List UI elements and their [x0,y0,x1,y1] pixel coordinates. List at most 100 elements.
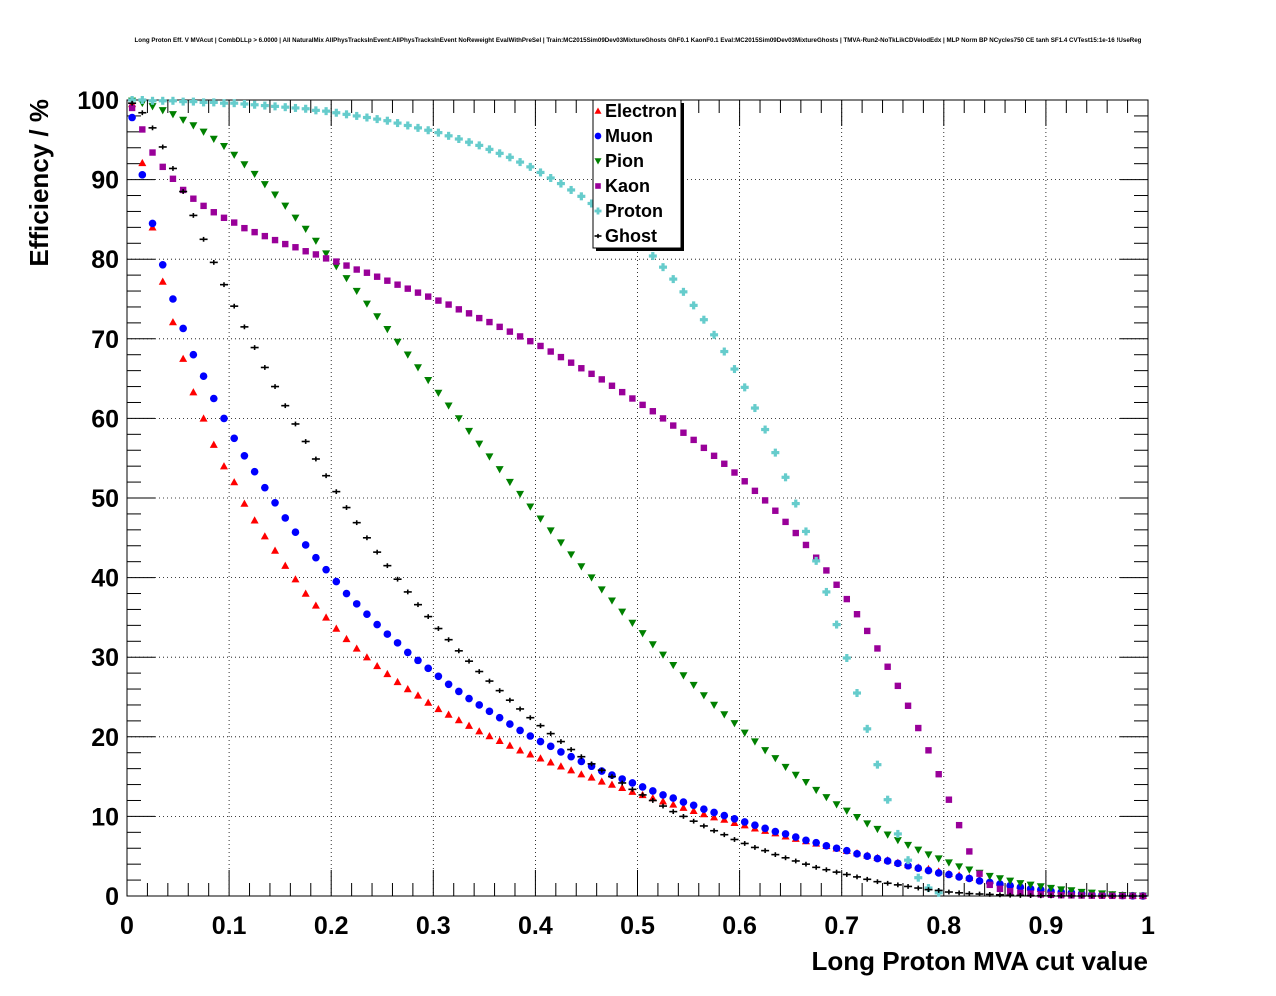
muon-point [363,610,371,619]
kaon-point [394,281,401,288]
marker-shape [209,394,218,403]
marker-shape [250,467,259,476]
marker-shape [556,539,565,547]
electron-point [556,762,565,770]
muon-point [342,589,351,598]
pion-point [240,161,249,169]
proton-point [832,620,841,629]
marker-shape [342,275,351,283]
pion-point [1057,886,1066,894]
kaon-point [639,401,646,409]
electron-point [648,794,657,802]
marker-shape [916,873,920,882]
marker-shape [219,142,228,151]
marker-shape [546,758,555,766]
marker-shape [924,866,933,875]
ghost-point [955,890,964,896]
ghost-point [761,848,770,854]
marker-shape [169,295,177,303]
marker-shape [383,669,392,678]
marker-shape [271,546,280,554]
marker-shape [413,364,422,372]
marker-shape [669,794,678,802]
proton-point [904,856,913,865]
kaon-point [588,370,595,378]
legend-label-kaon: Kaon [605,176,650,196]
ghost-point [1057,893,1066,899]
legend-marker-kaon [595,183,601,189]
marker-shape [352,644,361,652]
pion-point [924,851,933,859]
marker-shape [712,330,716,339]
marker-shape [710,701,719,709]
pion-point [801,778,810,787]
ghost-point [281,403,290,409]
marker-shape [594,158,602,165]
kaon-point [231,219,238,226]
marker-shape [332,263,341,271]
marker-shape [199,414,208,422]
marker-shape [159,163,166,171]
kaon-point [190,195,197,202]
proton-point [567,185,576,194]
marker-shape [679,803,688,811]
marker-shape [934,855,943,863]
x-tick-label: 1 [1141,912,1155,940]
pion-point [556,539,565,547]
electron-point [597,777,606,785]
kaon-point [966,848,973,855]
kaon-point [282,240,289,248]
marker-shape [209,440,218,448]
proton-point [352,111,361,120]
muon-point [250,467,259,476]
kaon-point [476,314,483,322]
kaon-point [578,365,585,372]
marker-shape [924,851,933,859]
pion-point [669,661,678,670]
muon-point [536,737,545,746]
marker-shape [1067,887,1076,895]
pion-point [638,630,647,638]
electron-point [352,644,361,652]
pion-point [168,111,177,119]
pion-point [883,831,892,839]
ghost-point [199,236,208,242]
pion-point [148,103,157,111]
marker-shape [934,869,943,877]
marker-shape [230,434,239,443]
proton-point [332,108,341,117]
marker-shape [353,266,360,273]
ghost-point [689,818,698,824]
marker-shape [240,161,249,169]
electron-point [250,516,259,524]
marker-shape [465,694,473,703]
legend-label-pion: Pion [605,151,644,171]
marker-shape [689,801,698,810]
y-tick-labels: 0 10 20 30 40 50 60 70 80 90 100 [77,87,119,911]
kaon-point [955,821,963,829]
pion-point [1036,883,1045,891]
electron-point [413,691,422,699]
proton-point [465,138,474,147]
pion-point [250,170,259,179]
electron-point [659,797,668,805]
kaon-point [424,293,432,300]
marker-shape [589,199,594,208]
electron-point [495,736,504,744]
electron-point [577,770,586,778]
marker-shape [833,581,840,588]
marker-shape [190,195,197,202]
marker-shape [638,783,647,791]
kaon-point [322,255,330,262]
ghost-point [383,563,392,569]
pion-point [781,763,790,772]
marker-shape [220,214,228,222]
electron-point [679,803,688,811]
pion-point [505,478,514,487]
ghost-point [567,747,576,752]
ghost-point [791,858,800,864]
marker-shape [149,149,156,156]
electron-point [699,810,708,818]
electron-point [230,478,239,486]
proton-point [822,587,831,596]
